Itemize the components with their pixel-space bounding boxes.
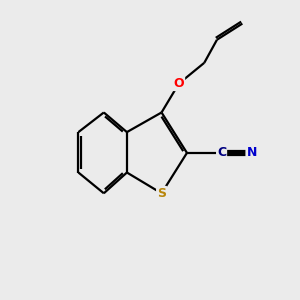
- Text: N: N: [246, 146, 257, 159]
- Text: C: C: [217, 146, 226, 159]
- Text: S: S: [157, 187, 166, 200]
- Text: O: O: [174, 77, 184, 90]
